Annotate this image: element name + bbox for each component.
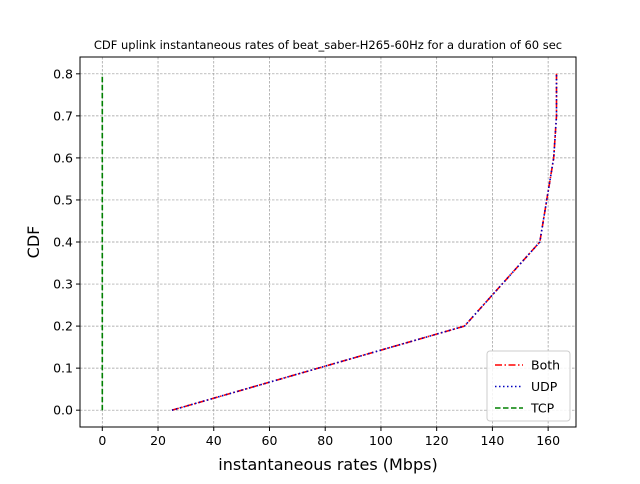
y-tick-label: 0.5	[53, 192, 73, 207]
series-lines	[101, 73, 558, 411]
x-tick-label: 60	[262, 433, 278, 448]
x-tick-label: 20	[150, 433, 166, 448]
x-tick-label: 0	[98, 433, 106, 448]
x-tick-label: 80	[317, 433, 333, 448]
y-axis-label: CDF	[24, 226, 43, 259]
x-tick-label: 140	[480, 433, 504, 448]
legend-label: TCP	[530, 401, 555, 416]
x-tick-label: 120	[425, 433, 449, 448]
x-tick-label: 160	[536, 433, 560, 448]
chart-title: CDF uplink instantaneous rates of beat_s…	[94, 38, 562, 52]
y-tick-label: 0.8	[53, 66, 73, 81]
y-tick-label: 0.2	[53, 319, 73, 334]
legend-box	[486, 350, 571, 422]
y-axis-ticks: 0.0 0.1 0.2 0.3 0.4 0.5 0.6 0.7 0.8	[53, 66, 80, 418]
x-axis-ticks: 0 20 40 60 80 100 120 140 160	[98, 427, 560, 448]
y-tick-label: 0.3	[53, 277, 73, 292]
y-tick-label: 0.4	[53, 235, 73, 250]
legend-label: Both	[531, 358, 560, 373]
y-tick-label: 0.1	[53, 361, 73, 376]
legend-label: UDP	[531, 379, 558, 394]
series-line-both	[171, 73, 558, 411]
y-tick-label: 0.0	[53, 403, 73, 418]
x-tick-label: 100	[369, 433, 393, 448]
x-axis-label: instantaneous rates (Mbps)	[218, 455, 437, 474]
legend: Both UDP TCP	[486, 350, 571, 422]
x-tick-label: 40	[206, 433, 222, 448]
y-tick-label: 0.7	[53, 108, 73, 123]
y-tick-label: 0.6	[53, 150, 73, 165]
